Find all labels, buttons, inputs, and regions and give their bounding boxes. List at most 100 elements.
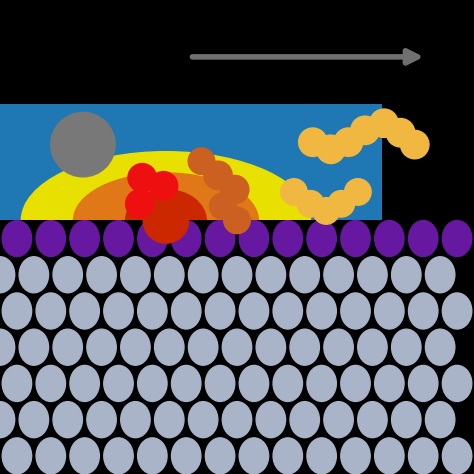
Ellipse shape	[189, 257, 218, 293]
Ellipse shape	[53, 401, 82, 438]
Circle shape	[143, 198, 189, 243]
Circle shape	[297, 191, 324, 217]
Ellipse shape	[324, 329, 353, 365]
Circle shape	[204, 161, 232, 190]
Ellipse shape	[126, 190, 206, 251]
Ellipse shape	[70, 365, 100, 401]
Ellipse shape	[374, 220, 404, 256]
Ellipse shape	[121, 329, 150, 365]
Ellipse shape	[358, 257, 387, 293]
Ellipse shape	[239, 293, 269, 329]
Ellipse shape	[222, 257, 252, 293]
Ellipse shape	[36, 365, 65, 401]
Ellipse shape	[2, 438, 32, 474]
Ellipse shape	[21, 152, 310, 289]
Ellipse shape	[137, 365, 167, 401]
Ellipse shape	[121, 401, 150, 438]
Ellipse shape	[87, 401, 116, 438]
Ellipse shape	[172, 365, 201, 401]
Ellipse shape	[2, 293, 32, 329]
Ellipse shape	[392, 401, 421, 438]
Ellipse shape	[290, 401, 319, 438]
Ellipse shape	[70, 220, 100, 256]
Ellipse shape	[73, 173, 258, 268]
Circle shape	[317, 135, 345, 164]
Ellipse shape	[426, 257, 455, 293]
Ellipse shape	[70, 438, 100, 474]
Ellipse shape	[104, 293, 133, 329]
Ellipse shape	[155, 257, 184, 293]
Ellipse shape	[273, 365, 302, 401]
Ellipse shape	[239, 438, 269, 474]
Ellipse shape	[426, 329, 455, 365]
Circle shape	[328, 191, 355, 217]
Ellipse shape	[358, 329, 387, 365]
Ellipse shape	[273, 220, 302, 256]
Ellipse shape	[172, 293, 201, 329]
Ellipse shape	[392, 329, 421, 365]
Ellipse shape	[239, 220, 269, 256]
Ellipse shape	[341, 293, 370, 329]
Ellipse shape	[324, 257, 353, 293]
Ellipse shape	[222, 329, 252, 365]
Ellipse shape	[409, 293, 438, 329]
Circle shape	[224, 207, 250, 234]
Circle shape	[128, 164, 156, 192]
Ellipse shape	[409, 365, 438, 401]
Ellipse shape	[273, 438, 302, 474]
Ellipse shape	[189, 329, 218, 365]
Ellipse shape	[409, 220, 438, 256]
Ellipse shape	[442, 365, 472, 401]
Ellipse shape	[341, 220, 370, 256]
Ellipse shape	[0, 329, 15, 365]
Ellipse shape	[137, 220, 167, 256]
Ellipse shape	[155, 329, 184, 365]
Ellipse shape	[2, 220, 32, 256]
Ellipse shape	[290, 257, 319, 293]
Ellipse shape	[358, 401, 387, 438]
Ellipse shape	[256, 329, 285, 365]
Ellipse shape	[36, 438, 65, 474]
Ellipse shape	[53, 257, 82, 293]
Ellipse shape	[341, 438, 370, 474]
Ellipse shape	[442, 293, 472, 329]
Ellipse shape	[0, 257, 15, 293]
Ellipse shape	[205, 365, 235, 401]
Circle shape	[126, 190, 154, 218]
Ellipse shape	[70, 293, 100, 329]
Ellipse shape	[426, 401, 455, 438]
Ellipse shape	[409, 438, 438, 474]
Ellipse shape	[172, 438, 201, 474]
Ellipse shape	[307, 293, 337, 329]
Ellipse shape	[87, 257, 116, 293]
Ellipse shape	[2, 365, 32, 401]
Ellipse shape	[290, 329, 319, 365]
Circle shape	[386, 118, 415, 147]
Ellipse shape	[172, 220, 201, 256]
Ellipse shape	[104, 365, 133, 401]
Ellipse shape	[374, 438, 404, 474]
Circle shape	[334, 128, 363, 156]
Circle shape	[370, 109, 398, 137]
Circle shape	[299, 128, 327, 156]
Ellipse shape	[222, 401, 252, 438]
Circle shape	[281, 179, 307, 205]
Ellipse shape	[256, 257, 285, 293]
Ellipse shape	[137, 438, 167, 474]
Ellipse shape	[19, 257, 48, 293]
Ellipse shape	[19, 329, 48, 365]
Ellipse shape	[121, 257, 150, 293]
Ellipse shape	[87, 329, 116, 365]
Ellipse shape	[273, 293, 302, 329]
Ellipse shape	[104, 438, 133, 474]
Ellipse shape	[19, 401, 48, 438]
Bar	[0, 104, 382, 220]
Ellipse shape	[442, 220, 472, 256]
Ellipse shape	[324, 401, 353, 438]
Circle shape	[149, 172, 178, 200]
Ellipse shape	[36, 293, 65, 329]
Circle shape	[313, 198, 339, 224]
Ellipse shape	[374, 365, 404, 401]
Bar	[102, 142, 277, 220]
Circle shape	[188, 148, 215, 174]
